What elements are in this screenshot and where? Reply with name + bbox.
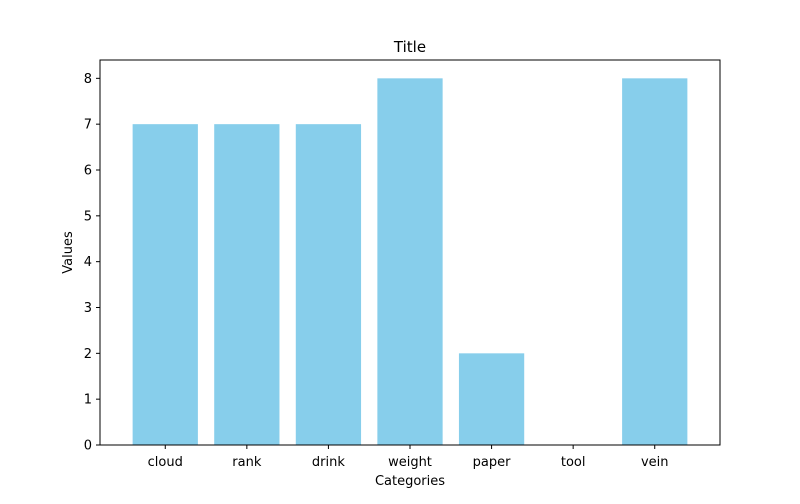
y-tick-label: 5: [84, 209, 92, 224]
y-tick-label: 7: [84, 118, 92, 133]
y-tick-label: 1: [84, 393, 92, 408]
bar-drink: [295, 124, 362, 446]
y-tick-label: 3: [84, 301, 92, 316]
y-tick-label: 2: [84, 347, 92, 362]
bar-paper: [458, 353, 525, 445]
x-tick-label: rank: [232, 455, 262, 470]
bars-layer: [132, 78, 688, 446]
x-tick-label: drink: [312, 455, 345, 470]
y-axis: 0 1 2 3 4 5 6 7 8: [84, 72, 100, 454]
x-axis-label: Categories: [375, 474, 445, 489]
x-axis: cloud rank drink weight paper tool vein: [148, 445, 669, 470]
x-tick-label: weight: [388, 455, 432, 470]
y-tick-label: 8: [84, 72, 92, 87]
bar-weight: [377, 78, 443, 445]
bar-cloud: [132, 124, 198, 446]
x-tick-label: vein: [641, 455, 669, 470]
chart-title: Title: [393, 38, 426, 56]
x-tick-label: cloud: [148, 455, 183, 470]
bar-rank: [214, 124, 280, 446]
bar-vein: [622, 78, 688, 445]
y-axis-label: Values: [61, 231, 76, 274]
y-tick-label: 0: [84, 439, 92, 454]
y-tick-label: 4: [84, 255, 92, 270]
y-tick-label: 6: [84, 164, 92, 179]
x-tick-label: tool: [561, 455, 586, 470]
x-tick-label: paper: [473, 455, 511, 470]
